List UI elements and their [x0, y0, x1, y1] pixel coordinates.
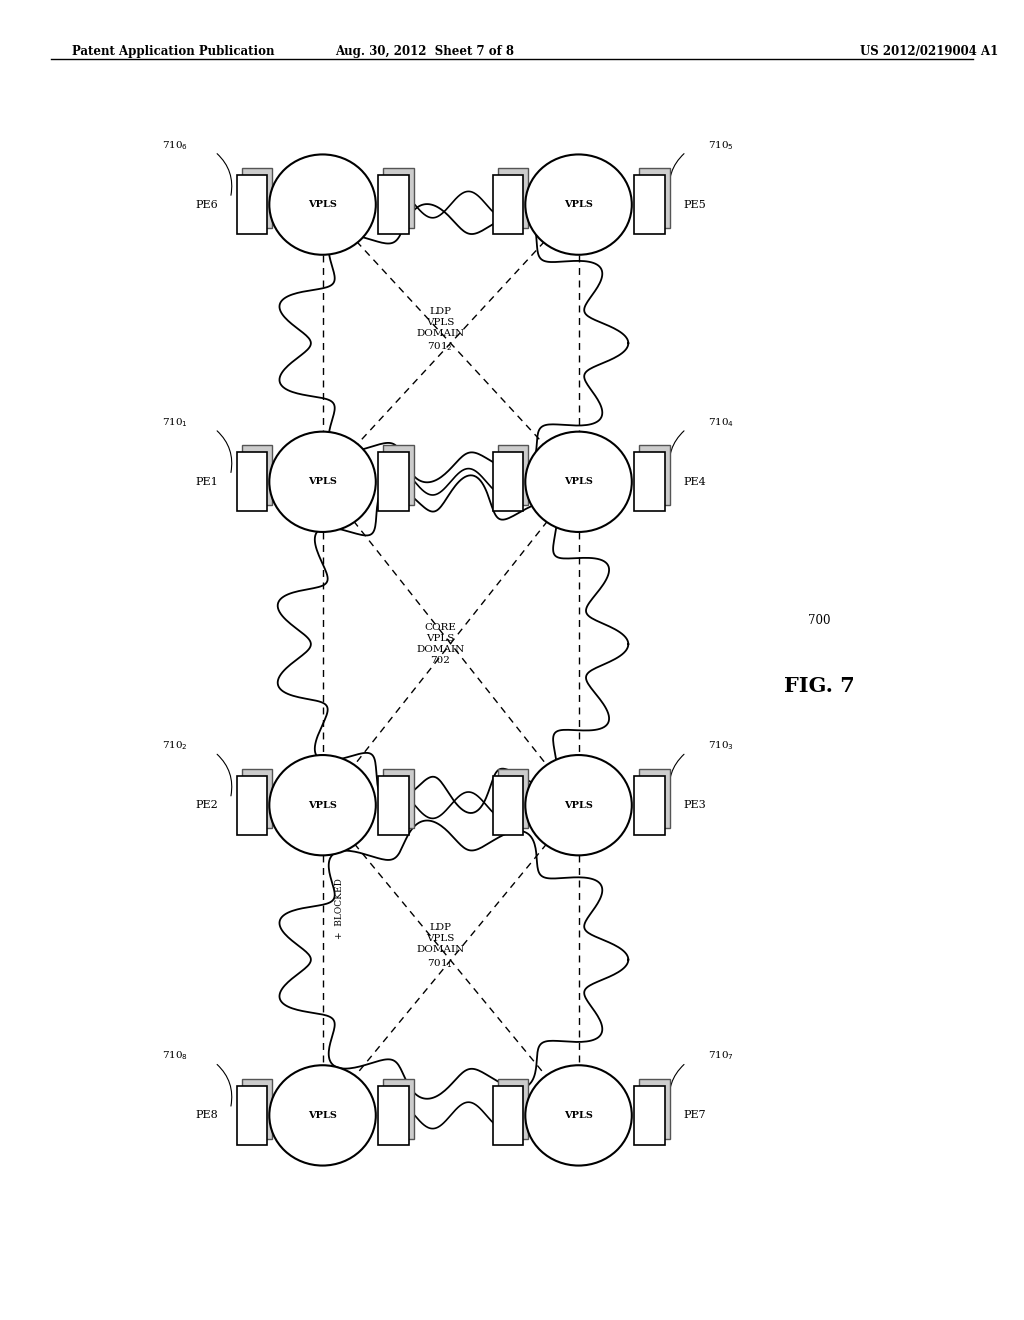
FancyBboxPatch shape [498, 168, 528, 227]
Text: VPLS: VPLS [308, 201, 337, 209]
FancyBboxPatch shape [639, 445, 670, 504]
Ellipse shape [525, 1065, 632, 1166]
FancyBboxPatch shape [498, 1080, 528, 1138]
FancyBboxPatch shape [493, 451, 523, 511]
Text: US 2012/0219004 A1: US 2012/0219004 A1 [860, 45, 998, 58]
FancyBboxPatch shape [237, 776, 267, 836]
FancyBboxPatch shape [498, 768, 528, 829]
Text: 710$_{1}$: 710$_{1}$ [162, 416, 188, 429]
Ellipse shape [525, 154, 632, 255]
Text: PE4: PE4 [683, 477, 706, 487]
Polygon shape [280, 821, 629, 1098]
Ellipse shape [525, 755, 632, 855]
Text: 710$_{4}$: 710$_{4}$ [708, 416, 734, 429]
Ellipse shape [269, 154, 376, 255]
Polygon shape [278, 475, 629, 813]
Text: VPLS: VPLS [564, 1111, 593, 1119]
Text: LDP
VPLS
DOMAIN
701$_2$: LDP VPLS DOMAIN 701$_2$ [416, 306, 465, 354]
Text: VPLS: VPLS [308, 478, 337, 486]
FancyBboxPatch shape [634, 451, 665, 511]
Text: Aug. 30, 2012  Sheet 7 of 8: Aug. 30, 2012 Sheet 7 of 8 [336, 45, 514, 58]
Text: PE7: PE7 [683, 1110, 706, 1121]
Text: 710$_{7}$: 710$_{7}$ [708, 1049, 734, 1063]
Text: PE3: PE3 [683, 800, 706, 810]
Text: PE8: PE8 [196, 1110, 218, 1121]
FancyBboxPatch shape [634, 1085, 665, 1144]
Text: PE6: PE6 [196, 199, 218, 210]
FancyBboxPatch shape [639, 168, 670, 227]
Text: VPLS: VPLS [308, 1111, 337, 1119]
Text: PE5: PE5 [683, 199, 706, 210]
Text: Patent Application Publication: Patent Application Publication [72, 45, 274, 58]
FancyBboxPatch shape [383, 445, 414, 504]
FancyBboxPatch shape [378, 174, 409, 235]
FancyBboxPatch shape [498, 445, 528, 504]
FancyBboxPatch shape [242, 1080, 272, 1138]
FancyBboxPatch shape [242, 768, 272, 829]
FancyBboxPatch shape [634, 776, 665, 836]
FancyBboxPatch shape [242, 445, 272, 504]
FancyBboxPatch shape [639, 1080, 670, 1138]
Text: VPLS: VPLS [308, 801, 337, 809]
Text: 710$_{8}$: 710$_{8}$ [162, 1049, 188, 1063]
Text: PE1: PE1 [196, 477, 218, 487]
Text: LDP
VPLS
DOMAIN
701$_1$: LDP VPLS DOMAIN 701$_1$ [416, 923, 465, 970]
FancyBboxPatch shape [237, 174, 267, 235]
FancyBboxPatch shape [383, 1080, 414, 1138]
FancyBboxPatch shape [383, 168, 414, 227]
Ellipse shape [269, 432, 376, 532]
Polygon shape [280, 205, 629, 482]
Text: 710$_{3}$: 710$_{3}$ [708, 739, 734, 752]
Text: +  BLOCKED: + BLOCKED [335, 878, 344, 939]
Text: CORE
VPLS
DOMAIN
702: CORE VPLS DOMAIN 702 [416, 623, 465, 665]
FancyBboxPatch shape [378, 776, 409, 836]
FancyBboxPatch shape [493, 776, 523, 836]
Text: VPLS: VPLS [564, 801, 593, 809]
Text: PE2: PE2 [196, 800, 218, 810]
Text: 710$_{2}$: 710$_{2}$ [162, 739, 188, 752]
FancyBboxPatch shape [493, 1085, 523, 1144]
Ellipse shape [269, 755, 376, 855]
FancyBboxPatch shape [378, 1085, 409, 1144]
Text: FIG. 7: FIG. 7 [783, 676, 855, 697]
Text: 700: 700 [808, 614, 830, 627]
FancyBboxPatch shape [383, 768, 414, 829]
FancyBboxPatch shape [639, 768, 670, 829]
Text: 710$_{5}$: 710$_{5}$ [708, 139, 734, 152]
Ellipse shape [269, 1065, 376, 1166]
FancyBboxPatch shape [242, 168, 272, 227]
FancyBboxPatch shape [237, 451, 267, 511]
Text: VPLS: VPLS [564, 201, 593, 209]
FancyBboxPatch shape [378, 451, 409, 511]
FancyBboxPatch shape [634, 174, 665, 235]
FancyBboxPatch shape [493, 174, 523, 235]
Ellipse shape [525, 432, 632, 532]
FancyBboxPatch shape [237, 1085, 267, 1144]
Text: VPLS: VPLS [564, 478, 593, 486]
Text: 710$_{6}$: 710$_{6}$ [162, 139, 188, 152]
